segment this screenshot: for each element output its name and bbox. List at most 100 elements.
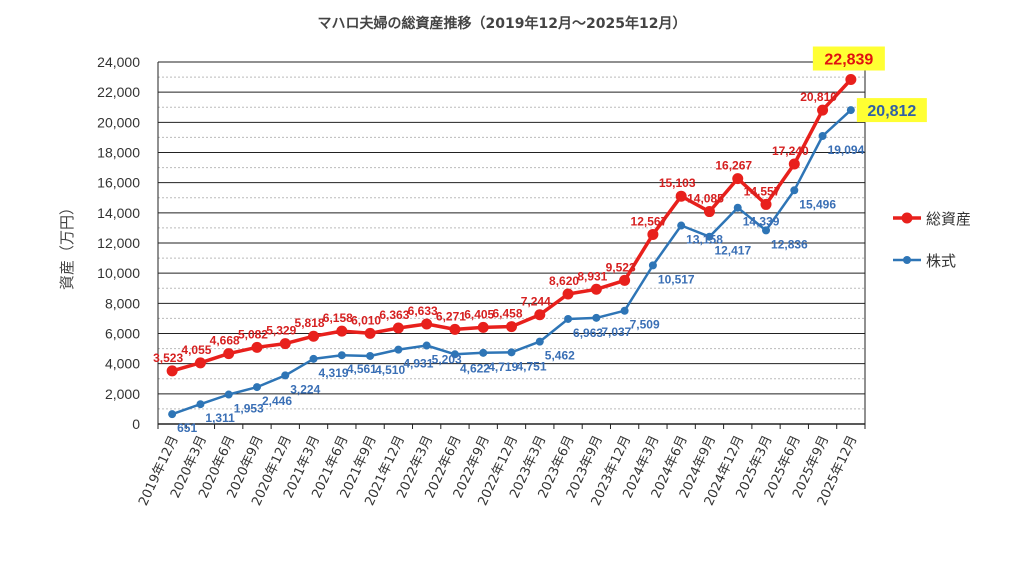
data-point-stocks	[733, 203, 742, 212]
data-label-stocks: 1,311	[205, 411, 235, 425]
data-point-total-assets	[421, 318, 433, 330]
y-tick-label: 0	[132, 416, 140, 432]
data-point-stocks	[592, 313, 601, 322]
data-point-total-assets	[392, 322, 404, 334]
series-points	[166, 74, 857, 419]
data-label-stocks: 4,622	[460, 361, 490, 375]
data-point-stocks	[620, 306, 629, 315]
data-point-stocks	[846, 106, 855, 115]
data-label-stocks: 5,462	[545, 349, 575, 363]
data-point-total-assets	[308, 330, 320, 342]
data-label-stocks: 4,751	[517, 359, 547, 373]
data-point-total-assets	[732, 173, 744, 185]
data-point-stocks	[224, 390, 233, 399]
data-label-stocks: 651	[177, 421, 197, 435]
data-point-stocks	[252, 383, 261, 392]
y-tick-label: 22,000	[97, 84, 140, 100]
y-tick-label: 20,000	[97, 114, 140, 130]
data-point-stocks	[196, 400, 205, 409]
y-tick-label: 6,000	[105, 326, 140, 342]
data-label-stocks: 13,158	[686, 233, 723, 247]
data-point-total-assets	[336, 325, 348, 337]
data-label-total-assets: 22,839	[824, 52, 873, 69]
x-axis-ticks: 2019年12月2020年3月2020年6月2020年9月2020年12月202…	[136, 433, 860, 508]
data-point-stocks	[818, 131, 827, 140]
data-point-stocks	[705, 232, 714, 241]
data-point-total-assets	[760, 198, 772, 210]
data-point-stocks	[394, 345, 403, 354]
data-label-stocks: 15,496	[799, 197, 836, 211]
legend-marker-total-assets	[901, 212, 913, 224]
data-point-stocks	[366, 351, 375, 360]
data-label-stocks: 4,319	[319, 366, 349, 380]
y-tick-label: 2,000	[105, 386, 140, 402]
data-label-total-assets: 5,082	[238, 327, 268, 341]
data-point-total-assets	[279, 338, 291, 350]
chart-title: マハロ夫婦の総資産推移（2019年12月～2025年12月）	[318, 15, 687, 32]
data-label-stocks: 5,203	[432, 353, 462, 367]
data-label-total-assets: 6,458	[492, 307, 522, 321]
data-point-total-assets	[364, 327, 376, 339]
data-label-stocks: 6,963	[573, 326, 603, 340]
data-point-stocks	[677, 221, 686, 230]
data-label-stocks: 3,224	[290, 382, 320, 396]
y-axis-ticks: 0 2,000 4,000 6,000 8,000 10,000 12,000 14,000 1…	[97, 54, 140, 432]
data-label-stocks: 19,094	[828, 143, 865, 157]
data-label-total-assets: 16,267	[715, 159, 752, 173]
grid	[157, 61, 866, 429]
data-point-stocks	[309, 354, 318, 363]
data-label-total-assets: 6,363	[379, 308, 409, 322]
data-point-stocks	[762, 226, 771, 235]
data-label-total-assets: 5,818	[295, 316, 325, 330]
legend-label-stocks: 株式	[926, 252, 956, 270]
y-tick-label: 14,000	[97, 205, 140, 221]
data-point-total-assets	[817, 104, 829, 116]
data-label-total-assets: 9,523	[606, 260, 636, 274]
data-label-total-assets: 7,244	[521, 295, 551, 309]
data-label-total-assets: 6,271	[436, 309, 466, 323]
data-point-total-assets	[590, 283, 602, 295]
data-point-stocks	[790, 186, 799, 195]
data-point-total-assets	[675, 190, 687, 202]
y-axis-label: 資産（万円）	[58, 200, 76, 290]
data-label-stocks: 4,931	[403, 357, 433, 371]
data-label-total-assets: 6,405	[464, 307, 494, 321]
data-label-total-assets: 4,055	[181, 343, 211, 357]
data-point-stocks	[564, 314, 573, 323]
data-point-total-assets	[223, 348, 235, 360]
data-label-stocks: 4,561	[347, 362, 377, 376]
data-label-stocks: 12,836	[771, 237, 808, 251]
data-label-stocks: 4,510	[375, 363, 405, 377]
data-point-total-assets	[194, 357, 206, 369]
data-point-total-assets	[534, 309, 546, 321]
data-label-stocks: 7,509	[630, 318, 660, 332]
data-label-total-assets: 17,240	[772, 144, 809, 158]
y-tick-label: 10,000	[97, 265, 140, 281]
data-label-total-assets: 6,010	[351, 313, 381, 327]
data-point-total-assets	[647, 228, 659, 240]
data-label-total-assets: 12,567	[631, 214, 668, 228]
data-label-total-assets: 20,810	[800, 90, 837, 104]
data-label-total-assets: 5,329	[266, 324, 296, 338]
data-point-stocks	[648, 261, 657, 270]
data-label-stocks: 14,339	[743, 215, 780, 229]
y-tick-label: 24,000	[97, 54, 140, 70]
data-point-total-assets	[477, 321, 489, 333]
data-point-stocks	[535, 337, 544, 346]
data-point-total-assets	[251, 341, 263, 353]
data-label-stocks: 7,037	[601, 325, 631, 339]
data-point-total-assets	[703, 206, 715, 218]
data-label-total-assets: 6,158	[323, 311, 353, 325]
data-label-total-assets: 8,931	[577, 269, 607, 283]
data-label-total-assets: 3,523	[153, 351, 183, 365]
data-label-stocks: 12,417	[714, 244, 751, 258]
data-point-stocks	[479, 348, 488, 357]
data-point-total-assets	[619, 274, 631, 286]
y-tick-label: 8,000	[105, 295, 140, 311]
highlight-box	[856, 98, 927, 123]
highlight-box	[812, 46, 885, 71]
data-label-total-assets: 4,668	[210, 334, 240, 348]
data-point-total-assets	[166, 365, 178, 377]
data-point-total-assets	[845, 74, 857, 86]
data-label-stocks: 2,446	[262, 394, 292, 408]
